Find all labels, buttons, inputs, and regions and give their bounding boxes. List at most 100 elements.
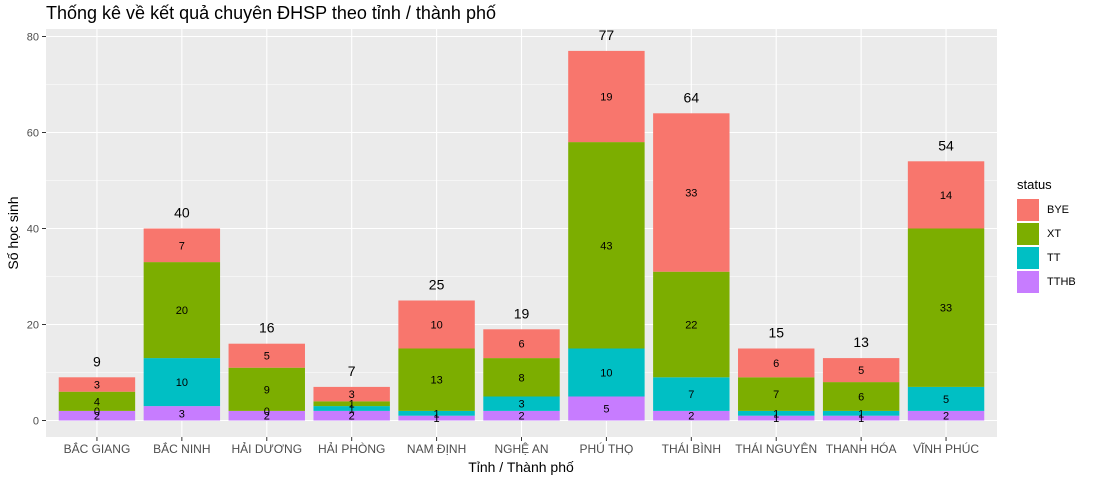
y-axis: 0 20 40 60 80 bbox=[27, 32, 46, 428]
segment-label: 14 bbox=[940, 190, 952, 202]
bar-segment-tthb bbox=[398, 415, 475, 421]
bar-segment-xt bbox=[822, 382, 900, 411]
segment-labels: 2043310207209521131113102386510431927223… bbox=[94, 92, 952, 426]
bar-segment-bye bbox=[58, 377, 136, 392]
segment-label: 2 bbox=[94, 411, 100, 423]
legend-label: BYE bbox=[1047, 204, 1070, 216]
bar-segment-xt bbox=[143, 262, 221, 359]
segment-label: 1 bbox=[773, 413, 779, 425]
segment-label: 10 bbox=[430, 320, 442, 332]
segment-label: 19 bbox=[600, 92, 612, 104]
x-tick-label: NAM ĐỊNH bbox=[407, 442, 466, 456]
bar-segment-bye bbox=[653, 113, 730, 272]
legend: status BYE XT TT TTHB bbox=[1017, 177, 1076, 294]
total-label: 54 bbox=[938, 137, 954, 153]
bar-segment-bye bbox=[228, 343, 305, 368]
bar-segment-tthb bbox=[907, 410, 985, 421]
segment-label: 3 bbox=[179, 408, 185, 420]
y-tick-label: 0 bbox=[33, 416, 39, 428]
segment-label: 10 bbox=[600, 368, 612, 380]
x-tick-label: THÁI NGUYÊN bbox=[735, 441, 817, 456]
bar-segment-tthb bbox=[822, 415, 900, 421]
segment-label: 7 bbox=[179, 240, 185, 252]
segment-label: 1 bbox=[434, 408, 440, 420]
total-label: 15 bbox=[768, 325, 784, 341]
segment-label: 33 bbox=[685, 188, 697, 200]
segment-label: 3 bbox=[94, 380, 100, 392]
bar-segment-tthb bbox=[568, 396, 645, 421]
bar-segment-xt bbox=[653, 271, 730, 378]
bar-segment-tt bbox=[143, 358, 221, 407]
segment-label: 4 bbox=[94, 396, 100, 408]
bar-segment-tt bbox=[822, 410, 900, 416]
legend-label: TT bbox=[1047, 252, 1061, 264]
x-tick-label: BẮC NINH bbox=[153, 441, 210, 456]
segment-label: 5 bbox=[858, 365, 864, 377]
segment-label: 2 bbox=[518, 411, 524, 423]
bar-segment-xt bbox=[228, 367, 305, 411]
bar-segment-xt bbox=[313, 401, 390, 407]
legend-swatch bbox=[1017, 223, 1039, 245]
segment-label: 10 bbox=[176, 377, 188, 389]
bar-segment-tt bbox=[738, 410, 815, 416]
x-tick-label: PHÚ THỌ bbox=[580, 441, 634, 456]
y-axis-title: Số học sinh bbox=[5, 196, 21, 269]
segment-label: 5 bbox=[603, 404, 609, 416]
segment-label: 6 bbox=[773, 358, 779, 370]
bar-segment-tthb bbox=[228, 410, 305, 421]
total-label: 13 bbox=[853, 334, 869, 350]
x-tick-label: BẮC GIANG bbox=[64, 441, 131, 456]
segment-label: 13 bbox=[430, 375, 442, 387]
total-labels: 9 40 16 7 25 19 77 64 15 13 54 bbox=[93, 27, 954, 379]
x-tick-label: THANH HÓA bbox=[826, 441, 897, 456]
total-label: 40 bbox=[174, 205, 190, 221]
x-tick-label: NGHỆ AN bbox=[494, 441, 548, 456]
bar-segment-tthb bbox=[653, 410, 730, 421]
legend-items: BYE XT TT TTHB bbox=[1017, 198, 1076, 294]
segment-label: 2 bbox=[264, 411, 270, 423]
segment-label: 7 bbox=[688, 389, 694, 401]
bar-segment-xt bbox=[738, 377, 815, 411]
legend-label: XT bbox=[1047, 228, 1062, 240]
segment-label: 7 bbox=[773, 389, 779, 401]
y-tick-label: 20 bbox=[27, 320, 39, 332]
bar-segment-bye bbox=[483, 329, 560, 359]
bar-segment-tthb bbox=[483, 410, 560, 421]
segment-label: 6 bbox=[518, 339, 524, 351]
segment-label: 20 bbox=[176, 305, 188, 317]
segment-label: 1 bbox=[858, 413, 864, 425]
segment-label: 1 bbox=[349, 399, 355, 411]
bar-segment-tthb bbox=[738, 415, 815, 421]
bar-segment-bye bbox=[143, 228, 221, 263]
x-tick-label: HẢI PHÒNG bbox=[318, 441, 385, 456]
bar-segment-tt bbox=[568, 348, 645, 397]
y-tick-label: 60 bbox=[27, 128, 39, 140]
segment-label: 6 bbox=[858, 392, 864, 404]
bar-segment-tt bbox=[313, 406, 390, 411]
bar-segment-tt bbox=[907, 386, 985, 411]
segment-label: 1 bbox=[858, 408, 864, 420]
segment-label: 3 bbox=[349, 389, 355, 401]
bar-segment-xt bbox=[568, 142, 645, 349]
segment-label: 5 bbox=[943, 394, 949, 406]
bar-segment-tt bbox=[398, 410, 475, 416]
total-label: 9 bbox=[93, 353, 101, 369]
segment-label: 0 bbox=[94, 406, 100, 418]
x-axis: BẮC GIANG BẮC NINH HẢI DƯƠNG HẢI PHÒNG NAM Đ… bbox=[64, 437, 979, 456]
bar-segment-tthb bbox=[313, 410, 390, 421]
segment-label: 43 bbox=[600, 240, 612, 252]
segment-label: 2 bbox=[943, 411, 949, 423]
bar-segment-tthb bbox=[58, 410, 136, 421]
bar-segment-xt bbox=[398, 348, 475, 411]
legend-title: status bbox=[1017, 177, 1052, 192]
x-tick-label: VĨNH PHÚC bbox=[913, 441, 979, 456]
x-tick-label: THÁI BÌNH bbox=[662, 441, 721, 456]
segment-label: 1 bbox=[434, 413, 440, 425]
total-label: 19 bbox=[514, 305, 530, 321]
x-axis-title: Tỉnh / Thành phố bbox=[468, 459, 574, 475]
bar-segment-bye bbox=[822, 358, 900, 383]
chart-title: Thống kê về kết quả chuyên ĐHSP theo tỉn… bbox=[46, 3, 496, 23]
total-label: 7 bbox=[348, 363, 356, 379]
x-tick-label: HẢI DƯƠNG bbox=[231, 441, 302, 456]
segment-label: 3 bbox=[518, 399, 524, 411]
